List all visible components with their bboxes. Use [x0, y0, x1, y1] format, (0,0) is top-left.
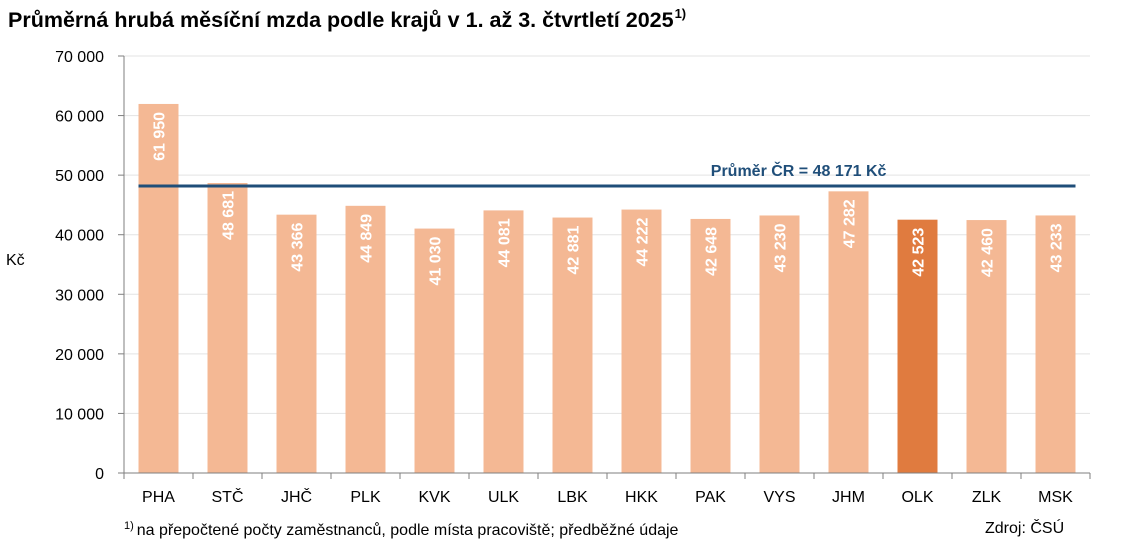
bar-value-label: 42 523	[911, 228, 928, 277]
bar-hkk	[621, 209, 662, 473]
x-tick-label: PHA	[142, 489, 175, 506]
y-tick-label: 60 000	[55, 109, 104, 126]
y-tick-label: 20 000	[55, 347, 104, 364]
bar-vys	[759, 215, 800, 473]
bar-plk	[345, 205, 386, 473]
bar-kvk	[414, 228, 455, 473]
bar-value-label: 44 081	[497, 218, 514, 267]
bar-value-label: 44 849	[359, 214, 376, 263]
x-tick-label: STČ	[212, 487, 244, 506]
bar-zlk	[966, 220, 1007, 473]
chart-title-text: Průměrná hrubá měsíční mzda podle krajů …	[8, 8, 674, 32]
x-tick-label: PAK	[695, 489, 726, 506]
y-tick-label: 10 000	[55, 406, 104, 423]
bar-value-label: 42 648	[704, 227, 721, 276]
y-tick-label: 0	[95, 466, 104, 483]
x-tick-label: ULK	[488, 489, 519, 506]
bar-jhč	[276, 214, 317, 473]
bar-value-label: 41 030	[428, 236, 445, 285]
bar-value-label: 43 233	[1049, 223, 1066, 272]
x-tick-label: PLK	[350, 489, 381, 506]
x-tick-label: VYS	[763, 489, 795, 506]
bar-value-label: 47 282	[842, 199, 859, 248]
footnote: 1) na přepočtené počty zaměstnanců, podle…	[124, 520, 678, 540]
x-tick-label: OLK	[901, 489, 933, 506]
x-tick-label: HKK	[625, 489, 658, 506]
y-tick-label: 30 000	[55, 287, 104, 304]
bar-value-label: 44 222	[635, 217, 652, 266]
footnote-text: na přepočtené počty zaměstnanců, podle m…	[136, 522, 679, 539]
bar-value-label: 42 881	[566, 225, 583, 274]
gridlines	[124, 55, 1090, 414]
x-tick-label: ZLK	[972, 489, 1002, 506]
bar-value-label: 43 366	[290, 223, 307, 272]
bar-value-label: 48 681	[221, 191, 238, 240]
average-reference-label: Průměr ČR = 48 171 Kč	[711, 161, 887, 180]
reference-line-group: Průměr ČR = 48 171 Kč	[138, 161, 1076, 188]
bar-value-label: 42 460	[980, 228, 997, 277]
bar-chart: 61 950 48 681 43 366 44 849 41 030 44 081 42 8…	[6, 49, 1091, 506]
y-tick-label: 70 000	[55, 49, 104, 66]
bar-ulk	[483, 210, 524, 473]
bar-olk	[897, 219, 938, 473]
axes: 0 10 000 20 000 30 000 40 000 50 000 60 000 70 …	[55, 49, 1091, 506]
bar-value-label: 61 950	[152, 112, 169, 161]
bar-lbk	[552, 217, 593, 473]
bar-value-label: 43 230	[773, 223, 790, 272]
x-tick-label: JHM	[832, 489, 865, 506]
bar-jhm	[828, 191, 869, 474]
bar-pak	[690, 218, 731, 473]
bars: 61 950 48 681 43 366 44 849 41 030 44 081 42 8…	[138, 103, 1076, 474]
x-tick-label: KVK	[418, 489, 450, 506]
footnote-marker: 1)	[124, 520, 134, 532]
source-note: Zdroj: ČSÚ	[985, 520, 1065, 537]
x-tick-label: JHČ	[281, 487, 312, 506]
x-tick-label: LBK	[557, 489, 588, 506]
bar-pha	[138, 103, 179, 473]
bar-stč	[207, 183, 248, 473]
x-tick-label: MSK	[1038, 489, 1073, 506]
chart-title: Průměrná hrubá měsíční mzda podle krajů …	[8, 6, 686, 33]
y-axis-label: Kč	[6, 252, 25, 269]
title-footnote-marker: 1)	[674, 6, 687, 21]
y-tick-label: 50 000	[55, 168, 104, 185]
bar-msk	[1035, 215, 1076, 474]
y-tick-label: 40 000	[55, 228, 104, 245]
